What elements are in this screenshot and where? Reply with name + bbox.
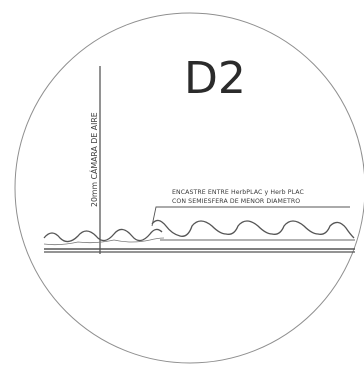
- detail-boundary-circle: [14, 12, 364, 364]
- right-panel-profile: [151, 219, 355, 239]
- air-gap-label: 20mm CÁMARA DE AIRE: [90, 112, 99, 207]
- left-panel-profile-inner: [43, 237, 165, 246]
- left-panel-profile: [43, 228, 163, 243]
- callout-line-1: ENCASTRE ENTRE HerbPLAC y Herb PLAC: [172, 189, 304, 196]
- callout-line-2: CON SEMIESFERA DE MENOR DIAMETRO: [172, 198, 300, 205]
- detail-label: D2: [184, 53, 246, 104]
- callout-leader-line: [151, 206, 350, 227]
